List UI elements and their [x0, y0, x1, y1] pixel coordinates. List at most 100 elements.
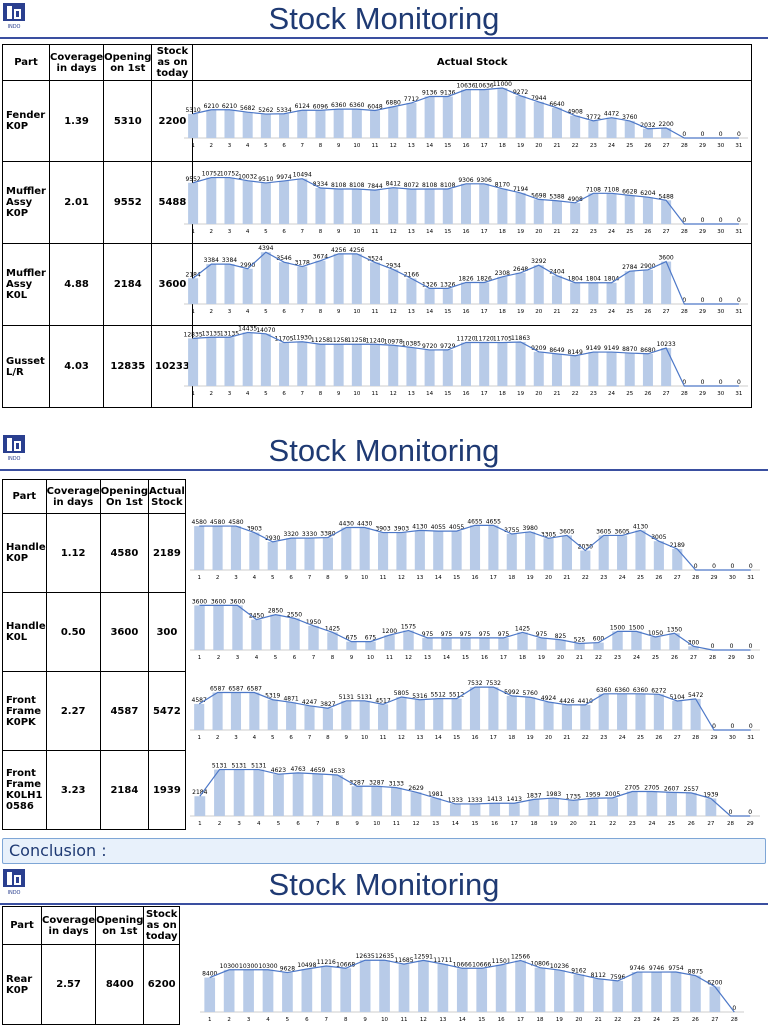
chart-bar [573, 974, 585, 1012]
chart-bar [506, 695, 517, 730]
tick-label: 20 [535, 143, 542, 149]
data-label: 11930 [293, 335, 312, 342]
data-label: 10636 [456, 83, 475, 90]
series-line [192, 251, 739, 305]
data-label: 4659 [310, 767, 325, 774]
chart-bar [378, 704, 389, 730]
tick-label: 30 [717, 309, 724, 315]
chart-bar [607, 797, 618, 816]
data-label: 4580 [210, 519, 225, 526]
chart-bar [224, 264, 235, 304]
chart-bar [561, 535, 572, 570]
chart-bar [551, 200, 562, 224]
chart-bar [365, 641, 376, 650]
tick-label: 1 [197, 575, 201, 581]
data-label: 1804 [604, 276, 619, 283]
tick-label: 19 [527, 735, 534, 741]
data-label: 9162 [571, 967, 586, 974]
tick-label: 23 [590, 229, 597, 235]
tick-label: 19 [538, 655, 545, 661]
tick-label: 31 [735, 143, 742, 149]
chart-bar [451, 698, 462, 730]
chart-bar [414, 699, 425, 730]
stock-value: 2189 [148, 513, 186, 593]
chart-bar [194, 605, 205, 650]
chart-bar [188, 113, 199, 138]
tick-label: 23 [590, 143, 597, 149]
title-rule [0, 37, 768, 39]
data-label: 10300 [239, 963, 258, 970]
data-label: 9272 [513, 89, 528, 96]
chart-bar [388, 345, 399, 386]
data-label: 12635 [356, 953, 375, 960]
data-label: 5512 [431, 692, 446, 699]
chart-bar [705, 798, 717, 816]
tick-label: 25 [626, 229, 633, 235]
data-label: 2450 [249, 613, 264, 620]
data-label: 2184 [185, 271, 200, 278]
chart-bar [262, 969, 274, 1012]
chart-bar [370, 344, 381, 386]
tick-label: 6 [282, 143, 286, 149]
chart-bar [536, 637, 547, 650]
stock-table: Part Coverage in days Opening on 1st Sto… [2, 906, 180, 1025]
tick-label: 2 [210, 143, 214, 149]
data-label: 4623 [271, 767, 286, 774]
opening-value: 4580 [99, 513, 150, 593]
data-label: 3755 [504, 527, 519, 534]
data-label: 1804 [568, 276, 583, 283]
data-label: 6587 [247, 686, 262, 693]
chart-bar [371, 786, 383, 816]
tick-label: 20 [535, 229, 542, 235]
tick-label: 11 [386, 655, 393, 661]
tick-label: 8 [326, 735, 330, 741]
chart-bar [230, 692, 242, 730]
data-label: 0 [701, 297, 705, 304]
tick-label: 4 [253, 735, 257, 741]
data-label: 2900 [640, 263, 655, 270]
chart-bar [194, 703, 205, 730]
chart-bar [213, 605, 224, 650]
tick-label: 13 [408, 229, 415, 235]
chart-bar [388, 187, 399, 224]
tick-label: 12 [413, 821, 420, 827]
tick-label: 12 [390, 391, 397, 397]
data-label: 8149 [568, 349, 583, 356]
data-label: 8334 [313, 181, 328, 188]
data-label: 2189 [670, 542, 685, 549]
chart-bar [424, 96, 435, 138]
data-label: 4430 [357, 521, 372, 528]
chart-bar [685, 792, 697, 816]
tick-label: 26 [644, 229, 651, 235]
tick-label: 31 [735, 391, 742, 397]
header-part: Part [2, 906, 42, 945]
stock-value: 300 [148, 592, 186, 672]
chart-bar [206, 264, 217, 304]
data-label: 10752 [202, 171, 221, 178]
data-label: 3287 [369, 779, 384, 786]
tick-label: 19 [517, 229, 524, 235]
chart-bar [370, 110, 381, 138]
tick-label: 25 [637, 735, 644, 741]
chart-bar [642, 353, 653, 386]
chart-bar [533, 351, 544, 386]
stock-value: 5472 [148, 671, 186, 751]
chart-bar [651, 972, 662, 1012]
chart-bar [498, 637, 509, 650]
tick-label: 18 [499, 229, 506, 235]
chart-bar [460, 89, 472, 138]
data-label: 975 [422, 631, 434, 638]
data-label: 4256 [349, 247, 364, 254]
coverage-value: 2.27 [45, 671, 101, 751]
data-label: 9149 [604, 345, 619, 352]
page-title: Stock Monitoring [268, 1, 500, 36]
tick-label: 6 [282, 309, 286, 315]
chart-bar [260, 182, 271, 224]
tick-label: 16 [463, 229, 470, 235]
data-label: 2648 [513, 266, 528, 273]
data-label: 0 [730, 643, 734, 650]
chart-bar [267, 699, 278, 730]
tick-label: 8 [336, 821, 340, 827]
part-name: Front Frame K0LH1 0586 [2, 750, 47, 830]
tick-label: 28 [709, 655, 716, 661]
